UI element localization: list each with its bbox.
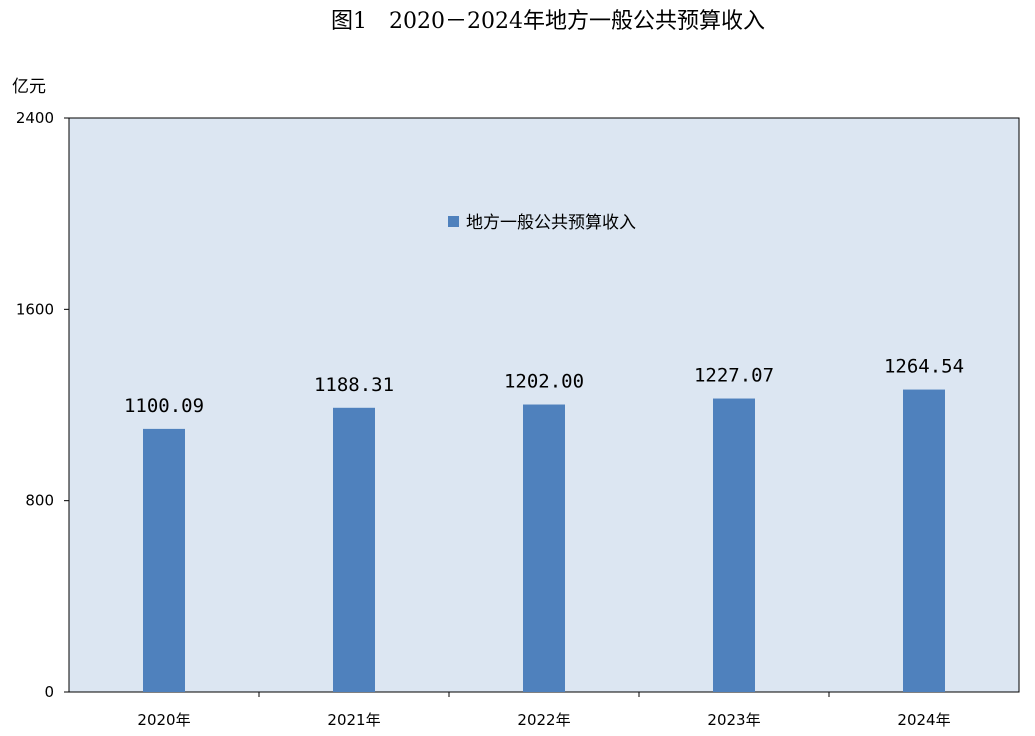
chart-title: 图1 2020－2024年地方一般公共预算收入 (331, 9, 765, 34)
x-tick-label: 2021年 (327, 711, 380, 729)
y-tick-label: 0 (44, 683, 54, 701)
x-tick-label: 2024年 (897, 711, 950, 729)
bar (903, 389, 945, 692)
data-labels: 1100.09 1188.31 1202.00 1227.07 1264.54 (124, 356, 964, 417)
bar (523, 404, 565, 692)
bar (143, 428, 185, 692)
bar-value-label: 1202.00 (504, 371, 584, 393)
y-tick-label: 800 (25, 492, 54, 510)
y-axis-unit-label: 亿元 (12, 77, 46, 97)
x-tick-label: 2020年 (137, 711, 190, 729)
y-axis-ticks: 0 800 1600 2400 (16, 109, 69, 701)
x-tick-label: 2022年 (517, 711, 570, 729)
y-tick-label: 2400 (16, 109, 54, 127)
x-tick-label: 2023年 (707, 711, 760, 729)
bar-value-label: 1227.07 (694, 365, 774, 387)
legend: 地方一般公共预算收入 (448, 213, 636, 233)
bar-series (143, 389, 945, 692)
bar-value-label: 1100.09 (124, 395, 204, 417)
y-tick-label: 1600 (16, 300, 54, 318)
legend-swatch (448, 216, 459, 227)
bar-value-label: 1264.54 (884, 356, 964, 378)
bar-value-label: 1188.31 (314, 374, 394, 396)
bar (713, 398, 755, 692)
legend-label: 地方一般公共预算收入 (466, 213, 636, 233)
bar (333, 407, 375, 692)
x-axis: 2020年 2021年 2022年 2023年 2024年 (137, 692, 951, 729)
